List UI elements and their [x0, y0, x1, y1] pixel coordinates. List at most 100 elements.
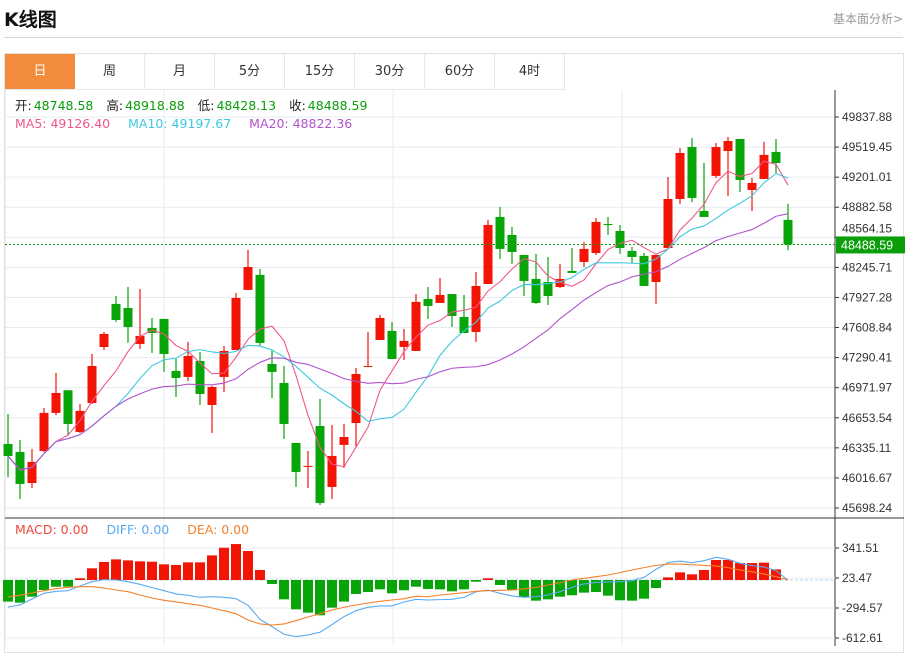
candle-up	[591, 221, 601, 254]
candle-up	[243, 266, 253, 290]
macd-tick-label: 341.51	[842, 541, 879, 555]
macd-bar-positive	[483, 578, 493, 580]
macd-bar-negative	[303, 580, 313, 613]
macd-bar-positive	[759, 562, 769, 580]
macd-legend: MACD: 0.00 DIFF: 0.00 DEA: 0.00	[15, 522, 251, 538]
macd-bar-positive	[687, 574, 697, 580]
close-value: 48488.59	[307, 98, 368, 113]
price-tick-label: 49519.45	[842, 140, 892, 154]
candle-up	[327, 455, 337, 487]
candle-up	[483, 224, 493, 284]
candle-down	[3, 443, 13, 456]
candle-down	[687, 147, 697, 198]
candle-up	[303, 465, 313, 467]
price-tick-label: 47608.84	[842, 321, 892, 335]
macd-bar-negative	[495, 580, 505, 585]
macd-bar-negative	[507, 580, 517, 591]
macd-bar-negative	[315, 580, 325, 616]
candle-up	[675, 152, 685, 199]
tab-4hour[interactable]: 4时	[495, 54, 565, 89]
candle-down	[15, 451, 25, 484]
dea-value: DEA: 0.00	[187, 522, 250, 537]
candle-up	[579, 248, 589, 262]
candle-down	[255, 274, 265, 343]
macd-bar-positive	[735, 563, 745, 580]
ohlc-legend: 开: 48748.58 高: 48918.88 低: 48428.13 收: 48488…	[15, 98, 369, 114]
candle-down	[519, 254, 529, 281]
macd-bar-positive	[219, 547, 229, 580]
macd-bar-positive	[159, 564, 169, 580]
candle-down	[171, 370, 181, 378]
candle-down	[495, 216, 505, 249]
ma-legend: MA5: 49126.40 MA10: 49197.67 MA20: 48822…	[15, 116, 354, 132]
candle-down	[699, 210, 709, 217]
candle-up	[363, 365, 373, 367]
macd-value: MACD: 0.00	[15, 522, 89, 537]
macd-bar-positive	[771, 569, 781, 580]
macd-bar-positive	[123, 560, 133, 580]
macd-bar-negative	[327, 580, 337, 608]
candle-up	[87, 365, 97, 403]
dea-line	[7, 563, 789, 626]
macd-bar-negative	[339, 580, 349, 602]
tab-week[interactable]: 周	[75, 54, 145, 89]
macd-bar-positive	[99, 561, 109, 580]
header-divider	[4, 37, 903, 38]
candle-up	[75, 410, 85, 432]
macd-bar-positive	[111, 559, 121, 580]
candle-up	[471, 285, 481, 332]
tab-month[interactable]: 月	[145, 54, 215, 89]
macd-bar-negative	[63, 580, 73, 587]
macd-bar-positive	[207, 555, 217, 580]
candle-down	[63, 390, 73, 424]
macd-bar-negative	[15, 580, 25, 603]
macd-bar-positive	[699, 570, 709, 580]
macd-bar-positive	[675, 572, 685, 580]
candle-up	[411, 301, 421, 351]
tab-60min[interactable]: 60分	[425, 54, 495, 89]
candle-down	[387, 330, 397, 359]
price-tick-label: 47927.28	[842, 290, 892, 304]
fundamental-analysis-link[interactable]: 基本面分析>	[832, 12, 903, 26]
candle-up	[39, 412, 49, 451]
macd-bar-negative	[651, 580, 661, 589]
tab-5min[interactable]: 5分	[215, 54, 285, 89]
tab-30min[interactable]: 30分	[355, 54, 425, 89]
candle-down	[195, 360, 205, 394]
candle-down	[111, 303, 121, 320]
candle-up	[651, 254, 661, 282]
macd-bar-negative	[603, 580, 613, 596]
candle-down	[639, 255, 649, 286]
macd-bar-positive	[171, 565, 181, 580]
candle-up	[219, 350, 229, 377]
candle-up	[27, 461, 37, 483]
candle-down	[291, 442, 301, 472]
macd-bar-positive	[135, 561, 145, 580]
macd-bar-negative	[627, 580, 637, 601]
macd-bar-negative	[579, 580, 589, 593]
macd-bar-negative	[363, 580, 373, 592]
current-price-label: 48488.59	[841, 238, 893, 252]
macd-bar-negative	[267, 580, 277, 584]
macd-bar-positive	[75, 578, 85, 580]
candle-up	[435, 294, 445, 303]
ma20-value: MA20: 48822.36	[249, 116, 353, 131]
price-tick-label: 48564.15	[842, 221, 892, 235]
candle-down	[543, 281, 553, 296]
macd-bar-negative	[27, 580, 37, 597]
macd-bar-negative	[447, 580, 457, 592]
candle-down	[315, 425, 325, 503]
macd-bar-positive	[663, 577, 673, 580]
tab-15min[interactable]: 15分	[285, 54, 355, 89]
candle-up	[135, 335, 145, 344]
low-label: 低:	[197, 98, 215, 113]
price-tick-label: 46653.54	[842, 411, 892, 425]
candle-down	[447, 293, 457, 317]
price-tick-label: 48245.71	[842, 260, 892, 274]
price-tick-label: 49201.01	[842, 170, 892, 184]
tab-day[interactable]: 日	[5, 54, 75, 89]
candle-down	[267, 363, 277, 372]
candle-down	[735, 138, 745, 180]
diff-line	[7, 556, 789, 638]
